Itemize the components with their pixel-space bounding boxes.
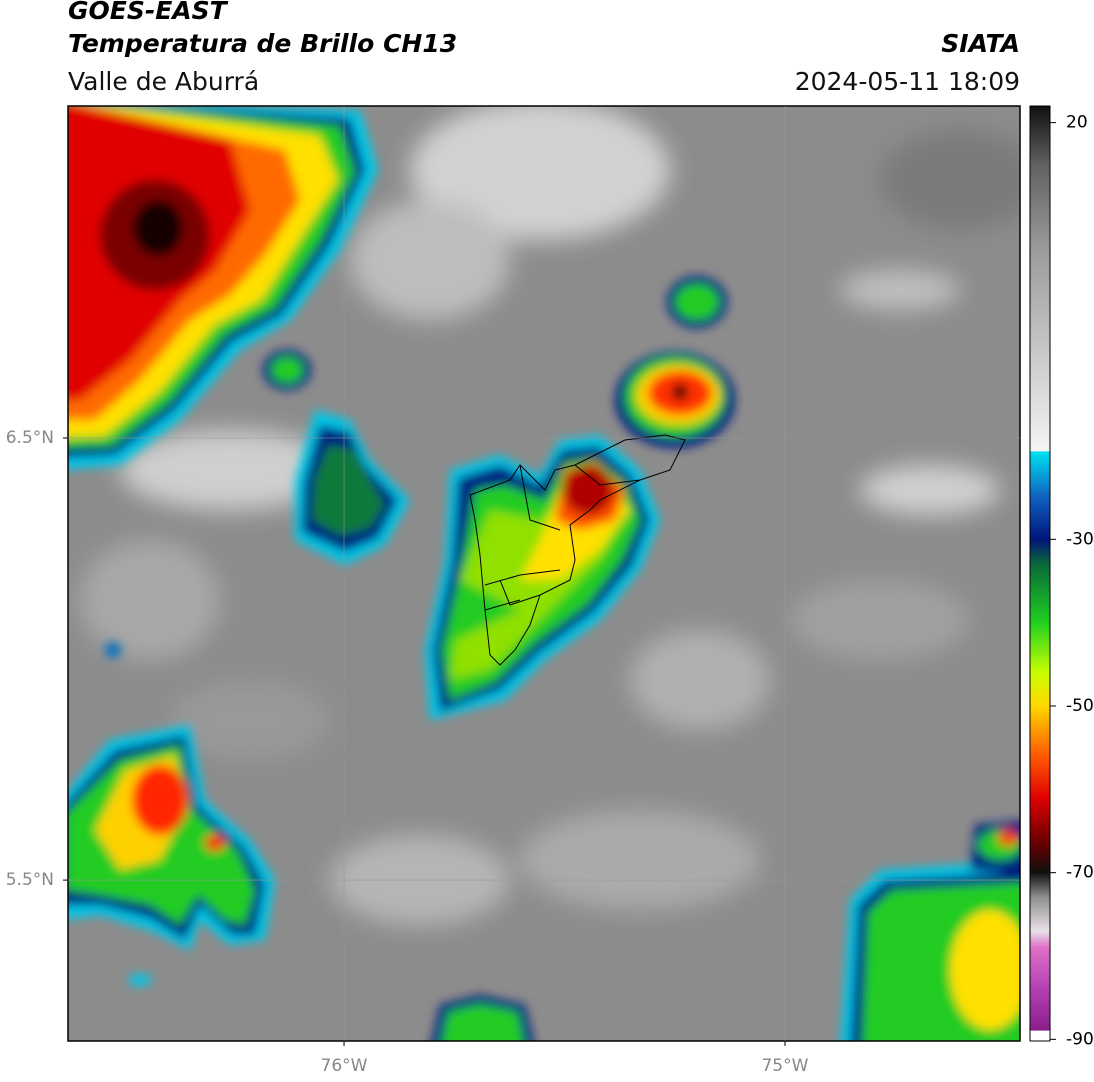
colorbar-tick-label: -90 — [1066, 1029, 1094, 1049]
y-tick-label: 5.5°N — [6, 870, 54, 890]
x-tick-label: 75°W — [761, 1056, 808, 1076]
x-tick-label: 76°W — [321, 1056, 368, 1076]
colorbar-tick-label: -70 — [1066, 863, 1094, 883]
agency: SIATA — [941, 29, 1020, 58]
satellite-image — [68, 106, 1020, 1041]
graticule — [68, 106, 1020, 1041]
subtitle: Temperatura de Brillo CH13 — [68, 29, 457, 58]
colorbar-tick-label: -50 — [1066, 696, 1094, 716]
municipal-borders — [469, 434, 686, 666]
region: Valle de Aburrá — [68, 67, 259, 96]
title: GOES-EAST — [68, 0, 229, 25]
map-frame — [67, 105, 1021, 1042]
colorbar-tick-label: -30 — [1066, 529, 1094, 549]
datetime: 2024-05-11 18:09 — [795, 67, 1020, 96]
colorbar-tick-label: 20 — [1066, 113, 1088, 133]
colorbar — [1029, 105, 1051, 1042]
y-tick-label: 6.5°N — [6, 428, 54, 448]
